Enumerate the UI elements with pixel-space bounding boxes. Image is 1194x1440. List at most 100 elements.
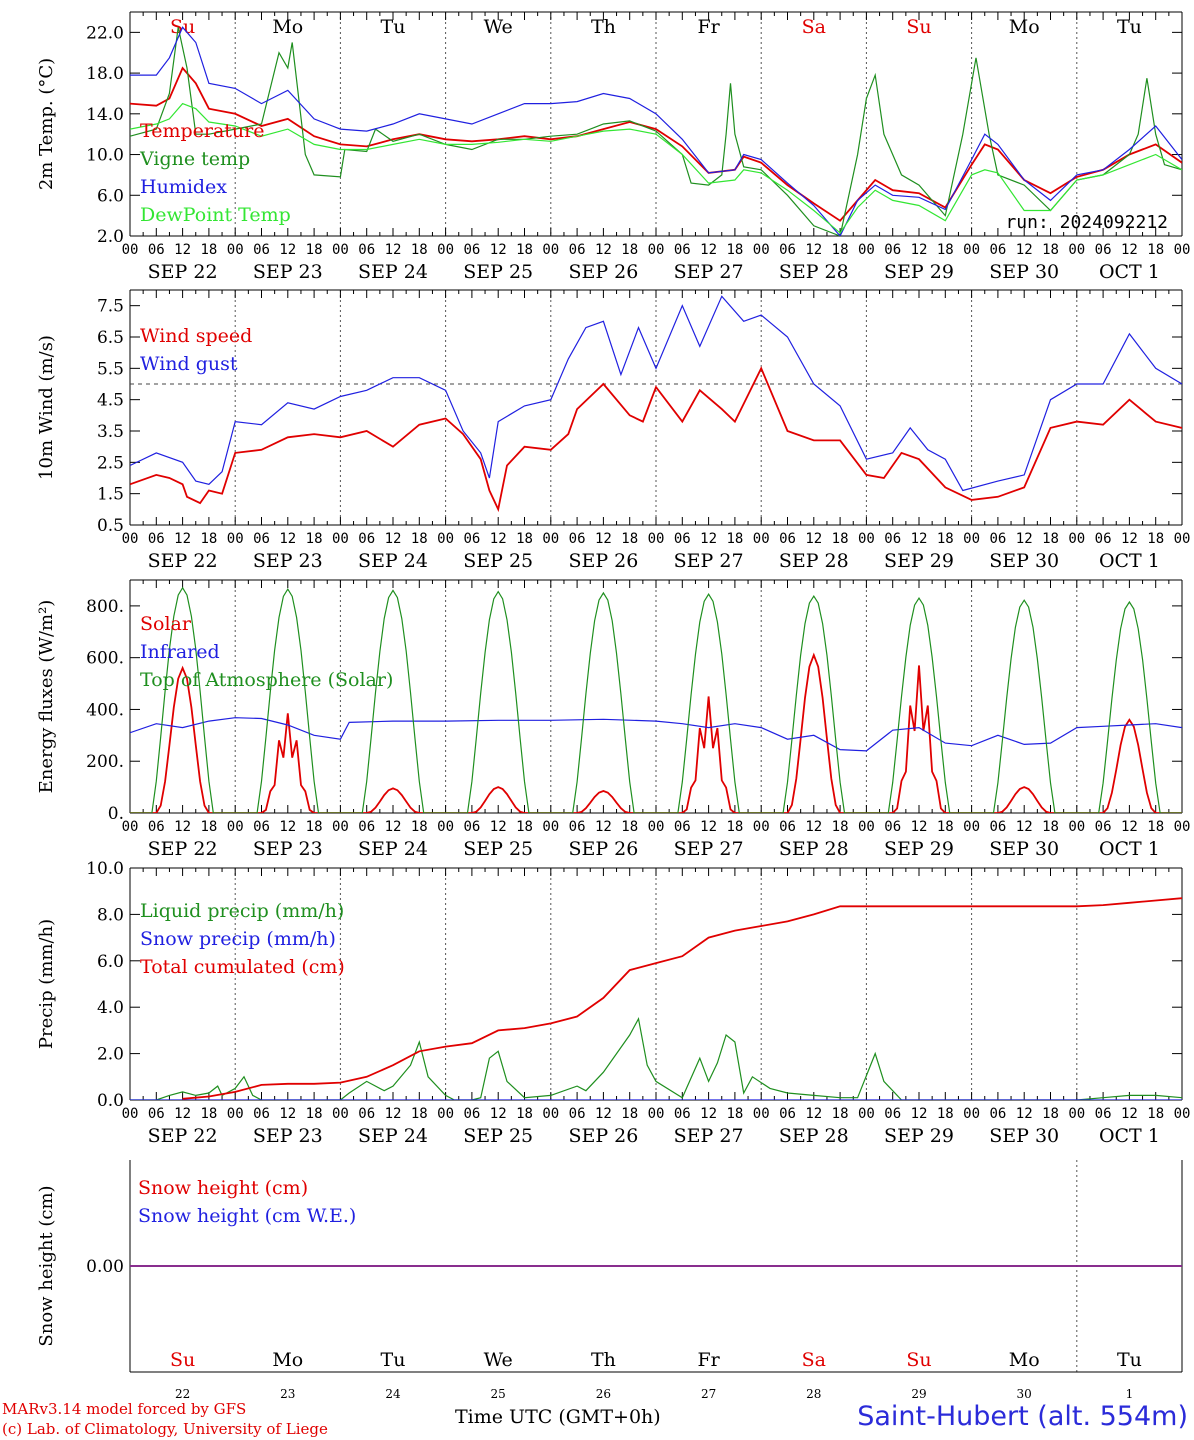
day-of-week-label: Mo (272, 1349, 303, 1371)
day-of-week-label: Tu (1117, 1349, 1142, 1371)
day-number-label: 30 (1017, 1387, 1032, 1401)
date-label: SEP 26 (568, 1125, 638, 1147)
hour-tick-label: 06 (253, 1106, 270, 1122)
hour-tick-label: 12 (595, 531, 612, 547)
date-label: SEP 30 (989, 550, 1059, 572)
hour-tick-label: 06 (674, 1106, 691, 1122)
hour-tick-label: 12 (490, 819, 507, 835)
day-number-label: 27 (701, 1387, 716, 1401)
hour-tick-label: 12 (805, 819, 822, 835)
hour-tick-label: 18 (937, 1106, 954, 1122)
hour-tick-label: 12 (385, 819, 402, 835)
hour-tick-label: 00 (648, 819, 665, 835)
hour-tick-label: 06 (463, 819, 480, 835)
hour-tick-label: 06 (779, 1106, 796, 1122)
y-tick-label: 0.0 (97, 1091, 124, 1111)
day-of-week-label: Tu (381, 1349, 406, 1371)
date-label: SEP 29 (884, 550, 954, 572)
day-of-week-label: Tu (381, 16, 406, 38)
date-label: SEP 26 (568, 261, 638, 283)
hour-tick-label: 18 (200, 1106, 217, 1122)
hour-tick-label: 00 (542, 531, 559, 547)
day-of-week-label: Sa (802, 1349, 826, 1371)
hour-tick-label: 06 (1095, 1106, 1112, 1122)
hour-tick-label: 12 (385, 531, 402, 547)
hour-tick-label: 00 (437, 1106, 454, 1122)
plot-area (130, 295, 1182, 513)
day-number-label: 25 (491, 1387, 506, 1401)
series-line-vigne-temp (130, 27, 1182, 236)
hour-tick-label: 00 (122, 531, 139, 547)
hour-tick-label: 00 (963, 531, 980, 547)
hour-tick-label: 00 (648, 531, 665, 547)
y-tick-label: 22.0 (86, 23, 124, 43)
legend-entry: Humidex (140, 176, 227, 198)
date-label: SEP 24 (358, 261, 428, 283)
hour-tick-label: 00 (437, 242, 454, 258)
hour-tick-label: 18 (832, 531, 849, 547)
hour-tick-label: 06 (569, 242, 586, 258)
hour-tick-label: 12 (174, 531, 191, 547)
panel-snow: 0.00 Snow height (cm) Su 22 Mo 23 Tu 24 We 25 Th 26… (36, 1160, 1183, 1401)
hour-tick-label: 18 (726, 531, 743, 547)
legend-entry: Vigne temp (139, 148, 250, 170)
y-tick-label: 1.5 (97, 485, 124, 505)
hour-tick-label: 06 (569, 819, 586, 835)
hour-tick-label: 06 (989, 1106, 1006, 1122)
hour-tick-label: 18 (1042, 242, 1059, 258)
hour-tick-label: 12 (1121, 1106, 1138, 1122)
y-tick-label: 6.0 (97, 186, 124, 206)
hour-tick-label: 18 (516, 531, 533, 547)
hour-tick-label: 00 (227, 242, 244, 258)
model-credit: MARv3.14 model forced by GFS (2, 1400, 247, 1418)
y-tick-label: 0. (108, 804, 124, 824)
y-tick-label: 0.00 (86, 1257, 124, 1277)
day-of-week-label: Th (591, 16, 616, 38)
plot-area (130, 26, 1182, 236)
day-of-week-label: Mo (1009, 16, 1040, 38)
hour-tick-label: 06 (358, 1106, 375, 1122)
y-tick-label: 4.5 (97, 391, 124, 411)
legend-entry: Total cumulated (cm) (140, 956, 345, 978)
hour-tick-label: 00 (332, 819, 349, 835)
hour-tick-label: 06 (779, 242, 796, 258)
day-of-week-label: Su (906, 1349, 931, 1371)
day-of-week-label: Sa (802, 16, 826, 38)
legend-entry: Infrared (140, 641, 220, 663)
hour-tick-label: 12 (385, 1106, 402, 1122)
date-label: SEP 27 (674, 261, 744, 283)
hour-tick-label: 06 (148, 1106, 165, 1122)
day-of-week-label: Tu (1117, 16, 1142, 38)
hour-tick-label: 18 (1147, 819, 1164, 835)
legend-entry: Snow height (cm) (138, 1177, 308, 1199)
hour-tick-label: 00 (122, 819, 139, 835)
hour-tick-label: 18 (306, 242, 323, 258)
hour-tick-label: 06 (674, 242, 691, 258)
hour-tick-label: 18 (516, 819, 533, 835)
y-axis-label: 2m Temp. (°C) (36, 58, 57, 190)
date-label: SEP 28 (779, 1125, 849, 1147)
hour-tick-label: 18 (411, 242, 428, 258)
date-label: SEP 30 (989, 261, 1059, 283)
hour-tick-label: 12 (279, 242, 296, 258)
hour-tick-label: 12 (1121, 531, 1138, 547)
hour-tick-label: 18 (832, 242, 849, 258)
panel-temperature: 00 06 12 18 00 06 12 18 00 06 12 18 00 06 12 18 00 06 12 18… (36, 11, 1191, 283)
day-number-label: 1 (1126, 1387, 1134, 1401)
hour-tick-label: 12 (1016, 1106, 1033, 1122)
hour-tick-label: 00 (1068, 242, 1085, 258)
y-tick-label: 600. (86, 649, 124, 669)
day-of-week-label: Th (591, 1349, 616, 1371)
plot-area (130, 586, 1182, 813)
hour-tick-label: 00 (1174, 242, 1191, 258)
legend-entry: Temperature (140, 120, 264, 142)
day-of-week-label: Su (906, 16, 931, 38)
hour-tick-label: 00 (332, 1106, 349, 1122)
date-label: SEP 24 (358, 1125, 428, 1147)
hour-tick-label: 00 (648, 242, 665, 258)
hour-tick-label: 06 (463, 531, 480, 547)
hour-tick-label: 06 (253, 242, 270, 258)
hour-tick-label: 00 (963, 242, 980, 258)
y-tick-label: 4.0 (97, 998, 124, 1018)
series-line-solar (130, 652, 1182, 813)
